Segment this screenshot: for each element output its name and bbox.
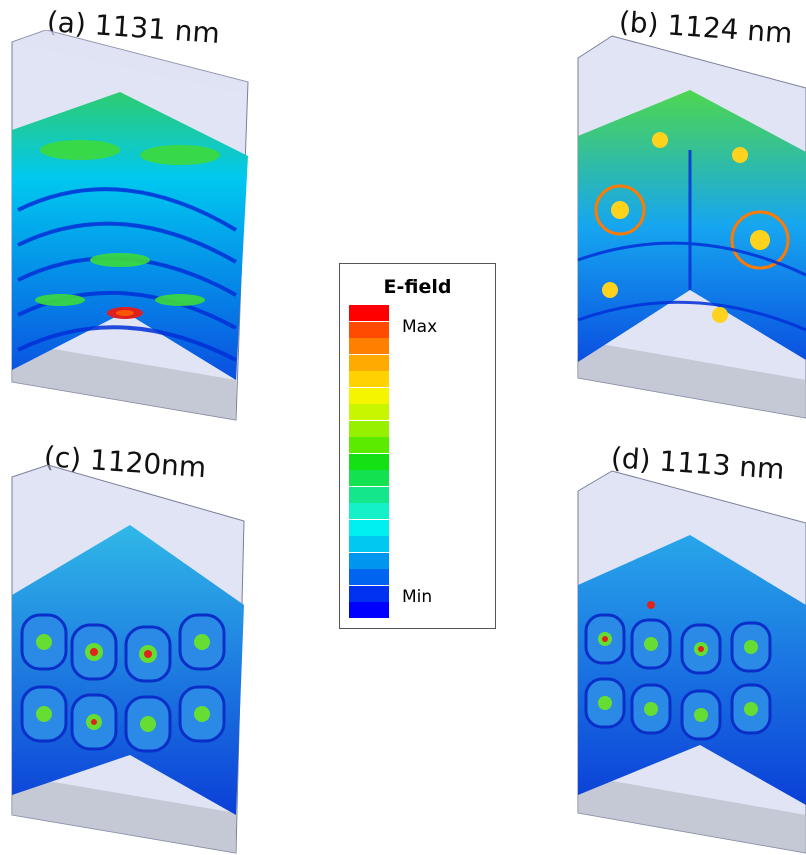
legend-swatch [349, 486, 389, 503]
field-simulation-panel-b [577, 35, 806, 419]
legend-swatch [349, 321, 389, 338]
legend-swatch [349, 552, 389, 569]
field-simulation-panel-a [11, 30, 249, 421]
legend-swatch [349, 371, 389, 387]
legend-swatch [349, 602, 389, 618]
legend-title: E-field [383, 276, 452, 298]
legend-swatch [349, 338, 389, 354]
legend-swatch [349, 536, 389, 552]
legend-swatch [349, 585, 389, 602]
legend-max-label: Max [402, 317, 438, 337]
legend-swatch [349, 305, 389, 321]
legend-swatch [349, 503, 389, 519]
legend-min-label: Min [402, 587, 433, 607]
legend-swatch [349, 420, 389, 437]
field-simulation-panel-d [577, 470, 806, 854]
legend-swatch [349, 519, 389, 536]
legend-swatch [349, 470, 389, 486]
legend-swatch [349, 404, 389, 420]
field-simulation-panel-c [11, 465, 245, 854]
legend-swatch [349, 453, 389, 470]
legend-swatch [349, 387, 389, 404]
legend-swatch [349, 354, 389, 371]
efield-colorbar-legend: E-field Max Min [339, 263, 496, 629]
legend-swatch [349, 437, 389, 453]
legend-swatch [349, 569, 389, 585]
